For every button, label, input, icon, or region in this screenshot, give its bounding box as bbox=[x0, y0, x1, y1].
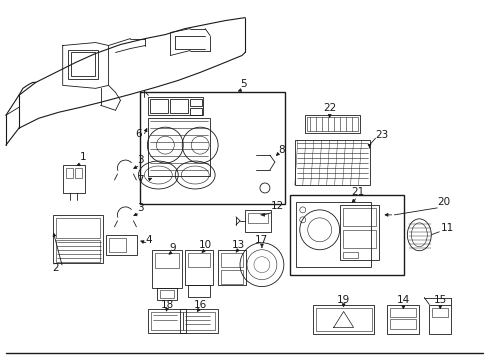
Bar bbox=[294, 140, 369, 185]
Text: 22: 22 bbox=[323, 103, 336, 113]
Text: 6: 6 bbox=[135, 129, 142, 139]
Bar bbox=[75, 168, 81, 178]
Bar bbox=[247, 213, 267, 223]
Bar bbox=[315, 307, 371, 332]
Text: 7: 7 bbox=[137, 175, 143, 185]
Text: 15: 15 bbox=[433, 294, 446, 305]
Bar bbox=[71, 53, 94, 76]
Bar bbox=[431, 307, 447, 318]
Bar bbox=[56, 218, 100, 238]
Text: 21: 21 bbox=[350, 187, 364, 197]
Bar bbox=[386, 305, 419, 334]
Text: 11: 11 bbox=[440, 223, 453, 233]
Text: 12: 12 bbox=[271, 201, 284, 211]
Bar bbox=[221, 270, 243, 284]
Text: 8: 8 bbox=[278, 145, 285, 155]
Text: 3: 3 bbox=[137, 203, 143, 213]
Bar bbox=[244, 210, 270, 232]
Bar bbox=[428, 305, 450, 334]
Bar bbox=[67, 50, 98, 80]
Text: 14: 14 bbox=[396, 294, 409, 305]
Text: 9: 9 bbox=[169, 243, 175, 253]
Text: 13: 13 bbox=[231, 240, 244, 250]
Bar bbox=[183, 312, 215, 330]
Bar bbox=[65, 168, 73, 178]
Bar bbox=[148, 97, 203, 115]
Text: 3: 3 bbox=[137, 155, 143, 165]
Bar bbox=[339, 205, 379, 260]
Bar bbox=[389, 319, 415, 329]
Bar bbox=[342, 252, 357, 258]
Bar bbox=[62, 165, 84, 193]
Bar bbox=[342, 230, 376, 248]
Bar bbox=[185, 250, 213, 285]
Bar bbox=[152, 250, 182, 288]
Bar bbox=[140, 92, 285, 204]
Text: 5: 5 bbox=[239, 79, 246, 89]
Text: 1: 1 bbox=[79, 152, 86, 162]
Bar bbox=[289, 195, 404, 275]
Text: 19: 19 bbox=[336, 294, 349, 305]
Bar bbox=[190, 99, 202, 106]
Bar bbox=[190, 108, 202, 115]
Bar bbox=[108, 238, 126, 252]
Bar bbox=[306, 117, 357, 131]
Bar bbox=[312, 305, 374, 334]
Text: 23: 23 bbox=[374, 130, 387, 140]
Bar bbox=[170, 99, 188, 113]
Text: 2: 2 bbox=[52, 263, 59, 273]
Text: 10: 10 bbox=[198, 240, 211, 250]
Bar bbox=[155, 253, 179, 268]
Bar bbox=[150, 99, 168, 113]
Bar bbox=[53, 215, 102, 263]
Text: 4: 4 bbox=[145, 235, 151, 245]
Bar bbox=[157, 288, 177, 300]
Bar bbox=[151, 312, 183, 330]
Bar bbox=[180, 310, 218, 333]
Bar bbox=[188, 285, 210, 297]
Bar bbox=[148, 310, 186, 333]
Bar bbox=[188, 253, 210, 267]
Bar bbox=[342, 208, 376, 226]
Text: 16: 16 bbox=[193, 300, 206, 310]
Bar bbox=[295, 202, 370, 267]
Bar bbox=[105, 235, 137, 255]
Bar bbox=[56, 240, 100, 262]
Bar bbox=[218, 250, 245, 285]
Bar bbox=[221, 253, 243, 267]
Bar bbox=[148, 118, 210, 176]
Bar bbox=[160, 289, 174, 298]
Bar bbox=[389, 307, 415, 318]
Text: 20: 20 bbox=[437, 197, 450, 207]
Text: 17: 17 bbox=[255, 235, 268, 245]
Bar bbox=[304, 115, 359, 133]
Text: 18: 18 bbox=[161, 300, 174, 310]
